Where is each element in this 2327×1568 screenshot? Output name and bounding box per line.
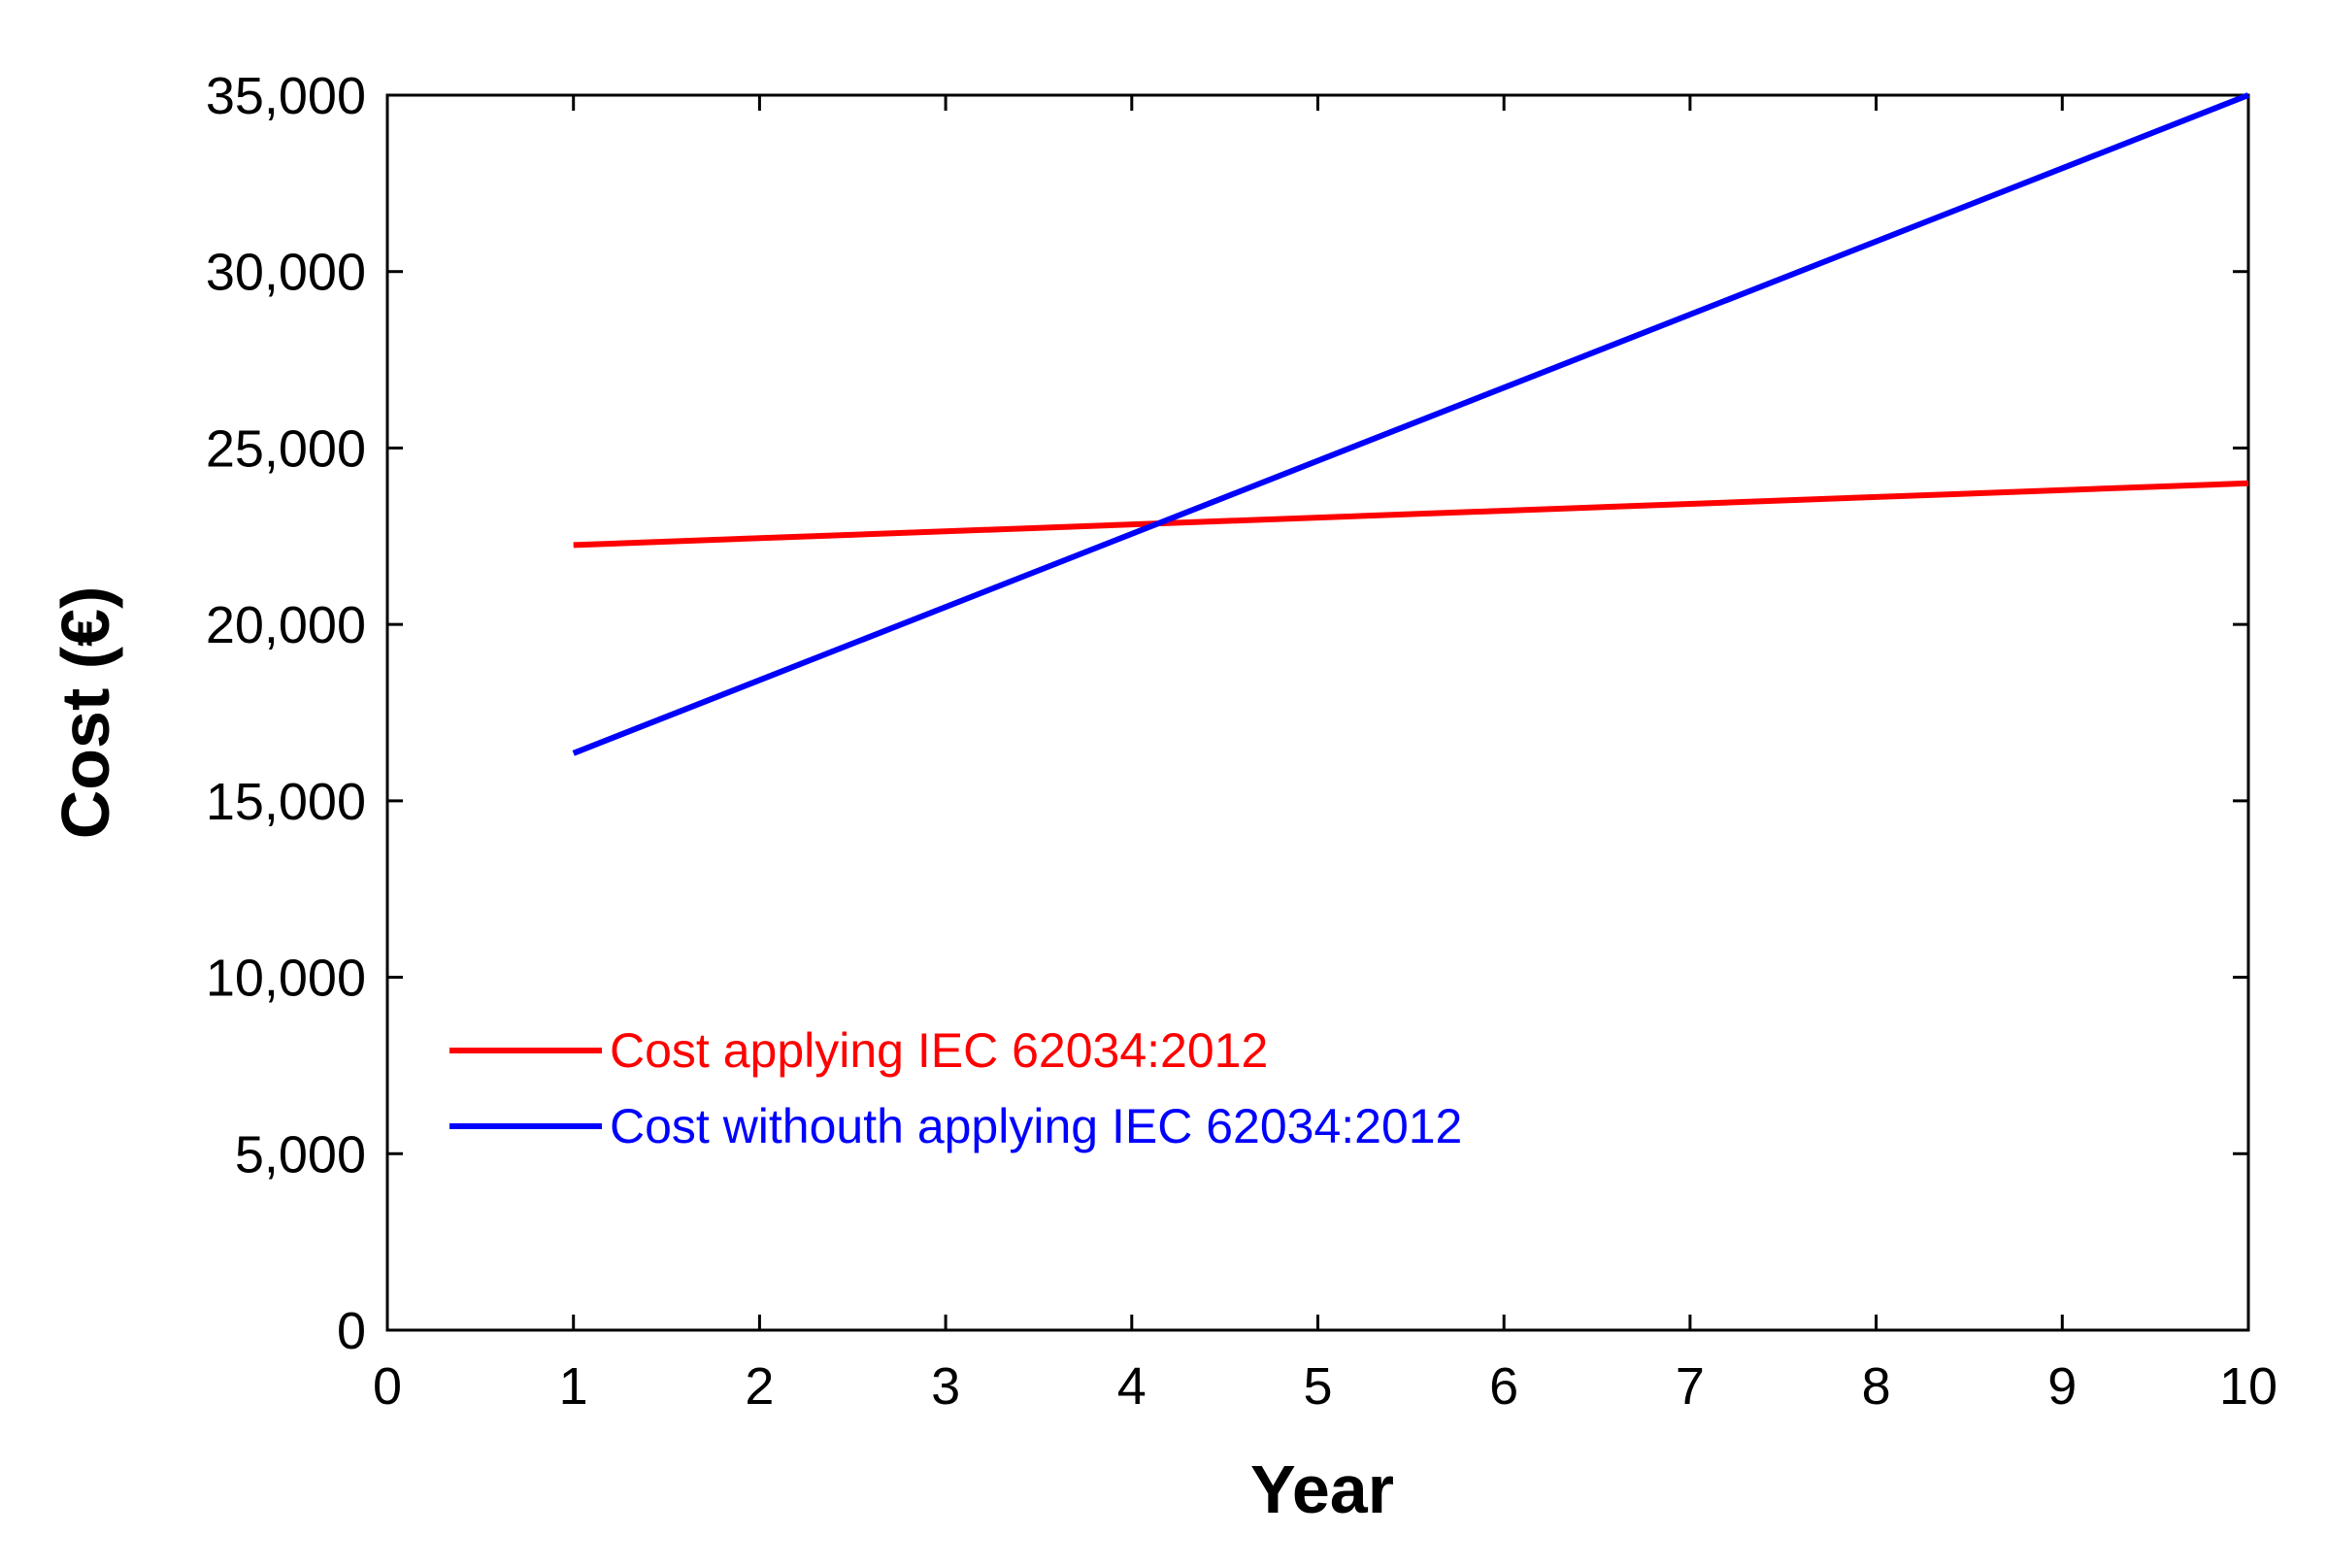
y-tick-label: 30,000: [206, 244, 366, 302]
y-tick-label: 10,000: [206, 950, 366, 1008]
x-tick-label: 4: [1117, 1357, 1147, 1416]
y-tick-label: 35,000: [206, 67, 366, 125]
y-tick-label: 5,000: [235, 1125, 366, 1184]
series-layer: [572, 92, 2250, 756]
series-line-without-iec: [572, 92, 2250, 756]
x-tick-label: 0: [373, 1357, 402, 1416]
x-tick-label: 2: [745, 1357, 774, 1416]
y-tick-label: 0: [337, 1302, 366, 1360]
tick-labels-layer: 0 1 2 3 4 5 6 7 8 9 10 0 5,000 10,000 15,000 20,000 25,0…: [206, 67, 2277, 1416]
x-tick-label: 9: [2047, 1357, 2077, 1416]
y-axis-title: Cost (€): [48, 586, 123, 840]
x-tick-label: 3: [931, 1357, 960, 1416]
x-tick-label: 5: [1303, 1357, 1332, 1416]
legend-label-blue: Cost withouth applying IEC 62034:2012: [610, 1099, 1462, 1153]
x-axis-title: Year: [1250, 1451, 1394, 1527]
x-tick-label: 8: [1862, 1357, 1891, 1416]
legend-label-red: Cost applying IEC 62034:2012: [610, 1023, 1268, 1078]
y-tick-label: 20,000: [206, 596, 366, 654]
x-tick-label: 1: [559, 1357, 588, 1416]
x-tick-label: 10: [2219, 1357, 2277, 1416]
legend: Cost applying IEC 62034:2012 Cost withou…: [449, 1023, 1462, 1153]
series-line-with-iec: [573, 480, 2249, 549]
y-tick-label: 15,000: [206, 773, 366, 831]
y-tick-label: 25,000: [206, 419, 366, 478]
x-tick-label: 6: [1489, 1357, 1518, 1416]
x-tick-label: 7: [1676, 1357, 1705, 1416]
